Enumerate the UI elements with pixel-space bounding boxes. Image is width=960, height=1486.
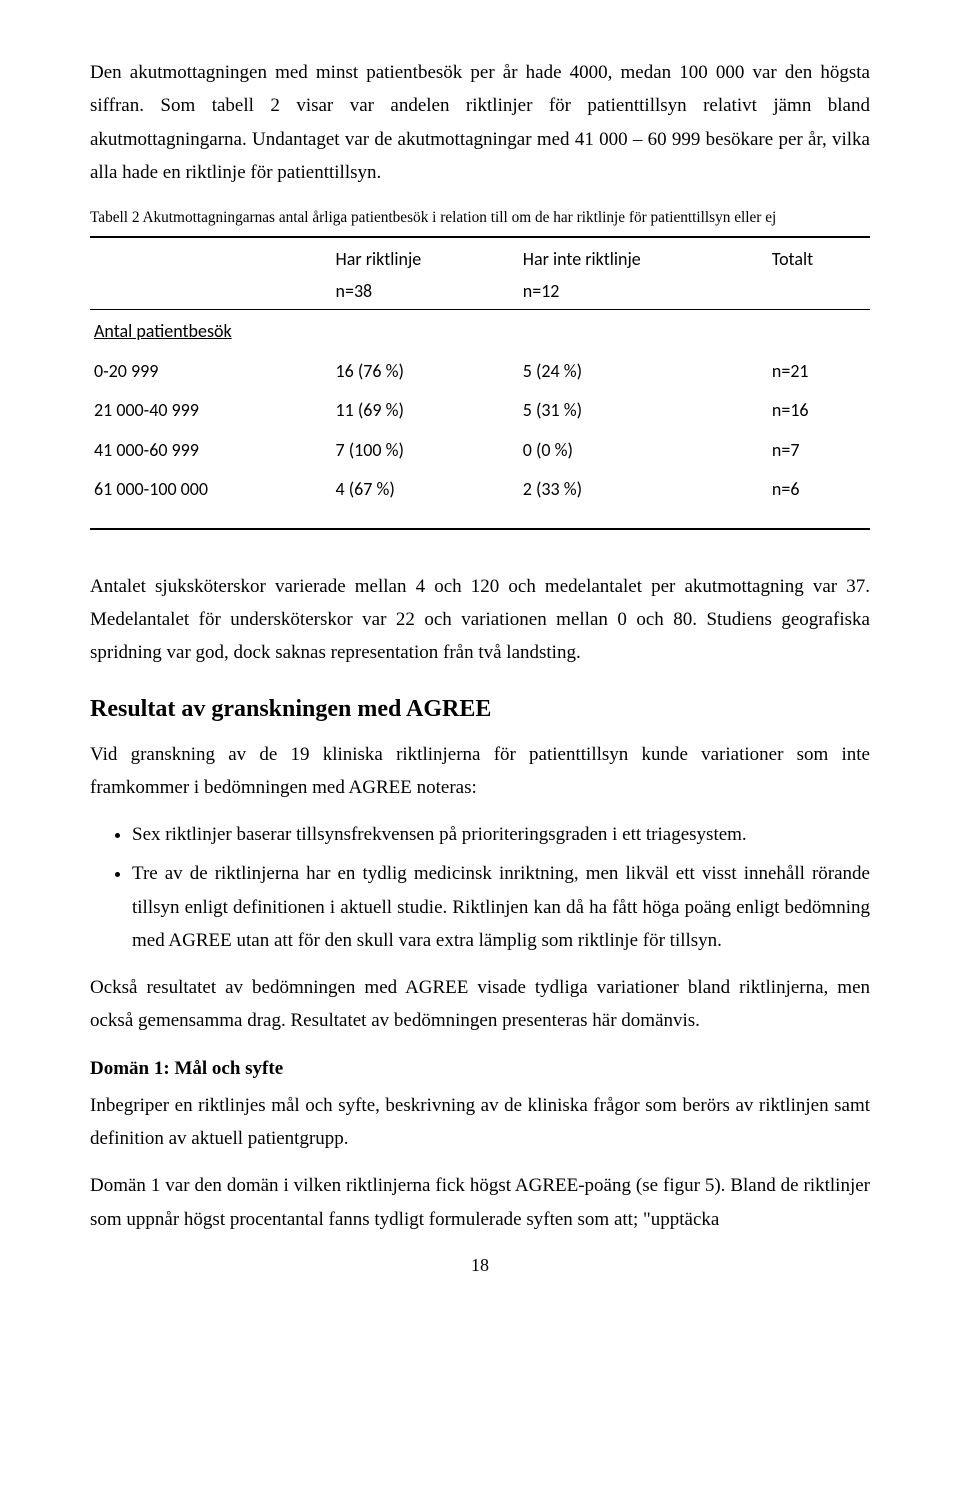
para-agree-result: Också resultatet av bedömningen med AGRE…: [90, 971, 870, 1038]
table-row: 41 000-60 9997 (100 %)0 (0 %)n=7: [90, 431, 870, 471]
table-cell: 5 (24 %): [519, 352, 768, 392]
page-number: 18: [90, 1250, 870, 1282]
table-cell: 0-20 999: [90, 352, 332, 392]
table-cell: n=21: [768, 352, 870, 392]
para-domain1-score: Domän 1 var den domän i vilken riktlinje…: [90, 1169, 870, 1236]
table2: Har riktlinje n=38 Har inte riktlinje n=…: [90, 236, 870, 530]
table-cell: 21 000-40 999: [90, 391, 332, 431]
para-domain1-desc: Inbegriper en riktlinjes mål och syfte, …: [90, 1089, 870, 1156]
section-row: Antal patientbesök: [90, 310, 870, 352]
col-total: Totalt: [768, 237, 870, 310]
table-caption: Tabell 2 Akutmottagningarnas antal årlig…: [90, 207, 870, 228]
table-row: 0-20 99916 (76 %)5 (24 %)n=21: [90, 352, 870, 392]
table-row: 21 000-40 99911 (69 %)5 (31 %)n=16: [90, 391, 870, 431]
table-cell: 5 (31 %): [519, 391, 768, 431]
table-cell: 4 (67 %): [332, 470, 519, 529]
heading-domain1: Domän 1: Mål och syfte: [90, 1052, 870, 1085]
heading-results: Resultat av granskningen med AGREE: [90, 688, 870, 730]
bullet-list: Sex riktlinjer baserar tillsynsfrekvense…: [110, 818, 870, 957]
table-cell: 0 (0 %): [519, 431, 768, 471]
para-nurses: Antalet sjuksköterskor varierade mellan …: [90, 570, 870, 670]
table-cell: 11 (69 %): [332, 391, 519, 431]
intro-paragraph: Den akutmottagningen med minst patientbe…: [90, 56, 870, 189]
table-cell: 61 000-100 000: [90, 470, 332, 529]
col-no-guideline: Har inte riktlinje n=12: [519, 237, 768, 310]
table-cell: 41 000-60 999: [90, 431, 332, 471]
table-cell: 2 (33 %): [519, 470, 768, 529]
table-cell: n=7: [768, 431, 870, 471]
table-cell: 16 (76 %): [332, 352, 519, 392]
table-row: 61 000-100 0004 (67 %)2 (33 %)n=6: [90, 470, 870, 529]
table-cell: n=6: [768, 470, 870, 529]
para-review: Vid granskning av de 19 kliniska riktlin…: [90, 738, 870, 805]
col-has-guideline: Har riktlinje n=38: [332, 237, 519, 310]
col-blank: [90, 237, 332, 310]
list-item: Sex riktlinjer baserar tillsynsfrekvense…: [132, 818, 870, 851]
list-item: Tre av de riktlinjerna har en tydlig med…: [132, 857, 870, 957]
table-cell: n=16: [768, 391, 870, 431]
table-cell: 7 (100 %): [332, 431, 519, 471]
